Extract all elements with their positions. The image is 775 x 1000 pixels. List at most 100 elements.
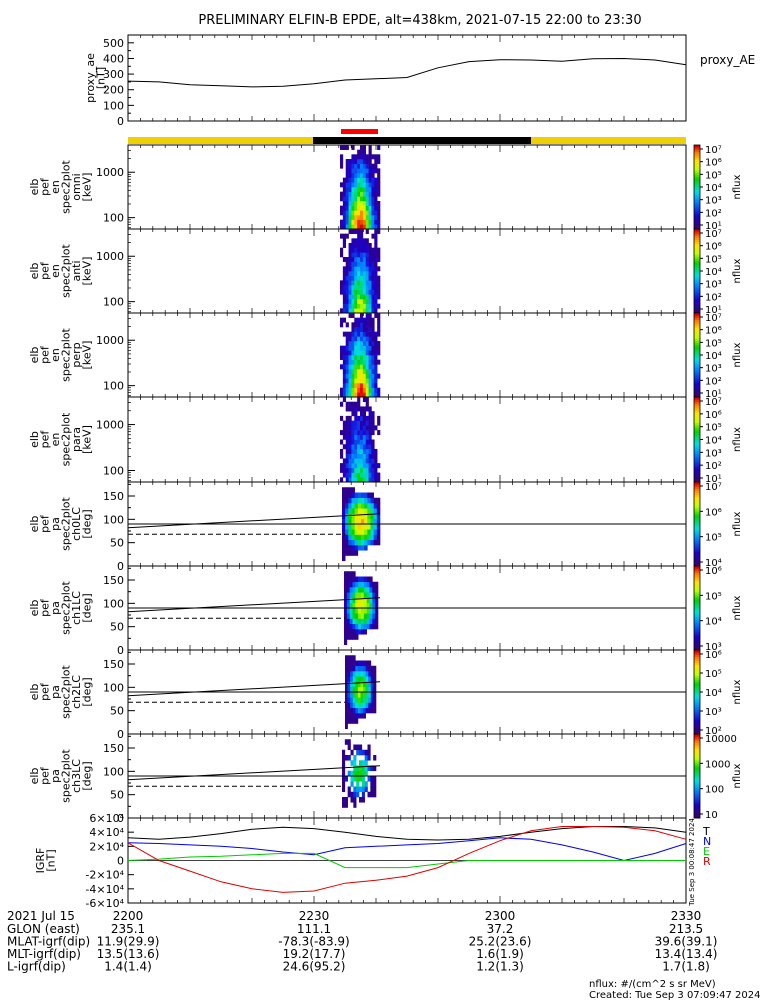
spectrogram-pixel xyxy=(365,196,369,202)
y-tick-label: 100 xyxy=(103,465,124,478)
ylabel-line: elb xyxy=(28,516,41,533)
ylabel-line: spec2plot xyxy=(59,328,72,382)
spectrogram-pixel xyxy=(362,378,367,384)
colorbar-label: nflux xyxy=(732,258,743,283)
colorbar-cell xyxy=(694,755,700,758)
colorbar-cell xyxy=(694,782,700,785)
spectrogram-pixel xyxy=(361,529,365,535)
spectrogram-pixel xyxy=(369,576,373,583)
spectrogram-pixel xyxy=(354,317,358,323)
spectrogram-pixel xyxy=(344,739,348,745)
colorbar-cell xyxy=(694,469,700,472)
spectrogram-pixel xyxy=(369,597,373,604)
row-value: 19.2(17.7) xyxy=(283,947,346,961)
ylabel-line: pef xyxy=(38,514,51,533)
spectrogram-pixel xyxy=(345,359,349,365)
colorbar-cell xyxy=(694,191,700,194)
spectrogram-pixel xyxy=(348,261,352,267)
spectrogram-pixel xyxy=(363,707,366,714)
colorbar-cell xyxy=(694,409,700,413)
colorbar-tick-label: 10⁵ xyxy=(705,669,722,680)
spectrogram-pixel xyxy=(370,513,374,520)
spectrogram-pixel xyxy=(342,434,347,440)
colorbar-cell xyxy=(694,250,700,253)
spectrogram-pixel xyxy=(373,702,377,709)
colorbar-tick-label: 10⁴ xyxy=(705,617,722,628)
spectrogram-pixel xyxy=(345,477,349,483)
spectrogram-pixel xyxy=(351,275,355,281)
spectrogram-pixel xyxy=(348,415,352,421)
spectrogram-pixel xyxy=(362,322,367,328)
colorbar-cell xyxy=(694,380,700,383)
spectrogram-pixel xyxy=(366,608,370,614)
spectrogram-pixel xyxy=(355,597,359,604)
spectrogram-pixel xyxy=(368,697,372,703)
spectrogram-pixel xyxy=(364,539,368,546)
spectrogram-pixel xyxy=(342,545,346,551)
colorbar-cell xyxy=(694,205,700,209)
colorbar-cell xyxy=(694,367,700,371)
spectrogram-pixel xyxy=(357,369,361,374)
spectrogram-pixel xyxy=(342,550,346,556)
spectrogram-pixel xyxy=(360,392,364,398)
spectrogram-pixel xyxy=(342,201,347,206)
y-tick-label: 100 xyxy=(103,765,124,778)
spectrogram-pixel xyxy=(345,686,348,693)
spectrogram-pixel xyxy=(351,243,355,248)
spectrogram-pixel xyxy=(340,453,344,459)
colorbar-cell xyxy=(694,734,700,737)
spectrogram-pixel xyxy=(365,327,369,332)
colorbar-cell xyxy=(694,677,700,680)
ylabel-line: ch3LC xyxy=(70,759,83,793)
spectrogram-pixel xyxy=(357,154,361,160)
spectrogram-pixel xyxy=(368,285,372,290)
spectrogram-pixel xyxy=(365,168,369,174)
spectrogram-pixel xyxy=(368,173,372,178)
ylabel-line: pef xyxy=(38,261,51,280)
spectrogram-pixel xyxy=(342,487,346,493)
spectrogram-pixel xyxy=(358,581,362,588)
spectrogram-pixel xyxy=(360,415,364,421)
spectrogram-pixel xyxy=(360,692,364,698)
spectrogram-pixel xyxy=(372,618,376,625)
colorbar-cell xyxy=(694,166,700,169)
row-value: 24.6(95.2) xyxy=(283,960,346,974)
spectrogram-pixel xyxy=(349,587,353,593)
spectrogram-pixel xyxy=(340,467,344,473)
colorbar-cell xyxy=(694,313,700,316)
spectrogram-pixel xyxy=(357,448,361,454)
colorbar-cell xyxy=(694,264,700,268)
spectrogram-pixel xyxy=(345,341,349,346)
spectrogram-pixel xyxy=(358,602,362,609)
spectrogram-pixel xyxy=(361,797,365,803)
y-tick-label: 2×10⁴ xyxy=(89,840,124,853)
spectrogram-pixel xyxy=(370,776,374,782)
spectrogram-pixel xyxy=(371,289,375,295)
row-value: 13.5(13.6) xyxy=(97,947,160,961)
colorbar-tick-label: 10⁵ xyxy=(705,533,722,544)
spectrogram-pixel xyxy=(344,634,348,640)
spectrogram-pixel xyxy=(348,463,352,469)
spectrogram-pixel xyxy=(357,159,361,164)
spectrogram-pixel xyxy=(373,676,377,682)
ylabel-line: [keV] xyxy=(80,341,93,370)
spectrogram-pixel xyxy=(351,477,355,483)
spectrogram-pixel xyxy=(374,247,378,253)
spectrogram-pixel xyxy=(358,613,362,619)
spectrogram-pixel xyxy=(342,472,347,478)
colorbar-cell xyxy=(694,759,700,762)
spectrogram-pixel xyxy=(371,201,375,206)
spectrogram-pixel xyxy=(351,420,355,426)
spectrogram-pixel xyxy=(360,238,364,244)
spectrogram-pixel xyxy=(371,224,375,230)
colorbar-cell xyxy=(694,519,700,523)
colorbar-cell xyxy=(694,384,700,387)
spectrogram-pixel xyxy=(368,159,372,164)
spectrogram-pixel xyxy=(357,275,361,281)
spectrogram-pixel xyxy=(369,608,373,614)
spectrogram-pixel xyxy=(368,406,372,412)
spectrogram-pixel xyxy=(357,299,361,304)
colorbar-tick-label: 10² xyxy=(705,461,722,472)
spectrogram-pixel xyxy=(342,364,347,370)
